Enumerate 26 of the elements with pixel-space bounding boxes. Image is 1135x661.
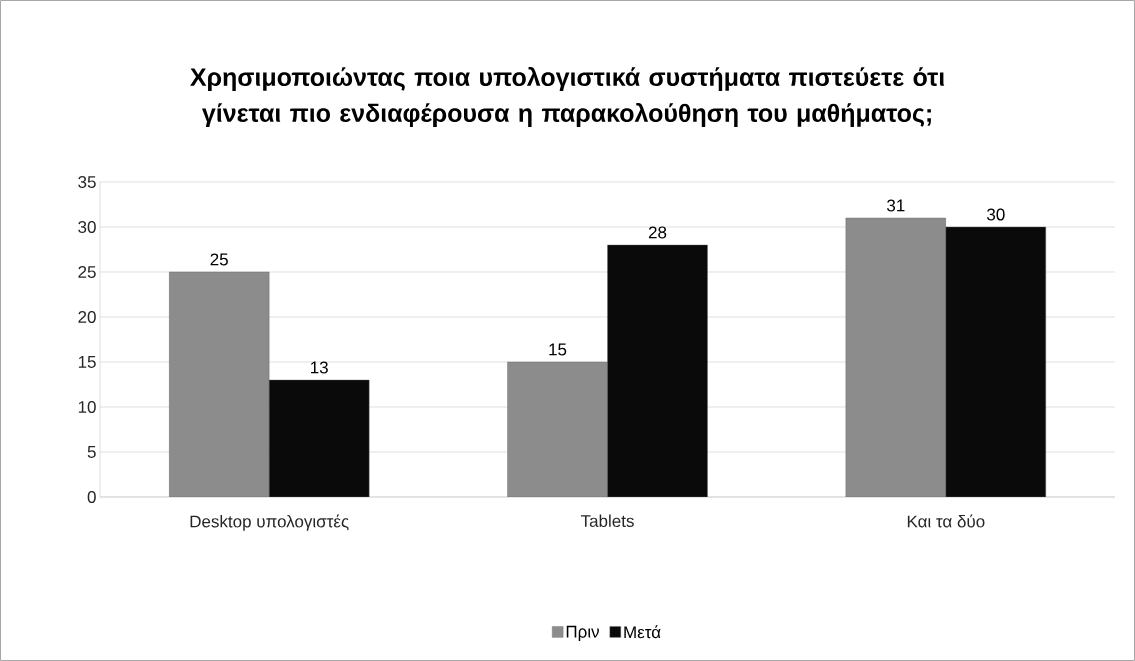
legend-label: Μετά	[624, 625, 661, 639]
y-tick-label: 25	[78, 265, 96, 279]
y-tick-label: 15	[78, 356, 96, 368]
x-tick-label: Desktop υπολογιστές	[190, 514, 349, 531]
legend-label: Πριν	[566, 625, 599, 642]
x-tick-label: Και τα δύο	[907, 514, 985, 528]
bar	[168, 271, 270, 497]
data-label: 28	[648, 226, 667, 239]
y-tick-label: 30	[78, 220, 96, 234]
data-label: 31	[887, 199, 905, 212]
bar	[507, 361, 608, 497]
y-tick-label: 35	[78, 175, 96, 189]
bar	[268, 379, 370, 497]
chart-title: Χρησιμοποιώντας ποια υπολογιστικά συστήματα πιστεύετε ότι γίνεται πιο ενδιαφέρουσα η παρακολούθηση του μαθήματος;	[190, 67, 945, 127]
y-tick-label: 5	[87, 446, 96, 458]
y-tick-label: 10	[78, 400, 96, 414]
data-label: 30	[987, 208, 1005, 221]
bar	[945, 226, 1047, 497]
data-label: 13	[311, 361, 328, 374]
bar	[607, 244, 708, 497]
data-label: 15	[549, 343, 567, 356]
y-tick-label: 20	[78, 310, 96, 324]
data-label: 25	[210, 253, 228, 266]
x-tick-label: Tablets	[580, 514, 634, 528]
y-tick-label: 0	[87, 490, 96, 504]
bar	[845, 217, 947, 497]
